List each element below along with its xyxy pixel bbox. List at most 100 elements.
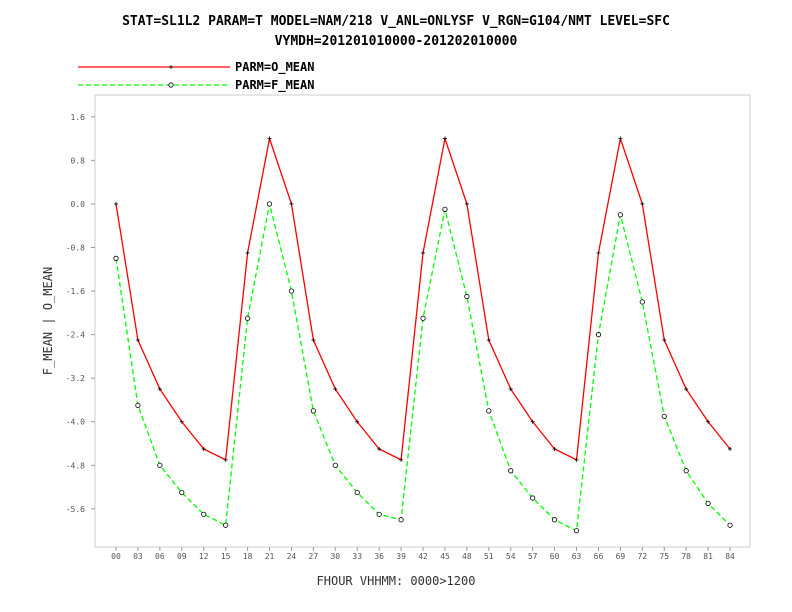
data-point-o-mean [135, 338, 140, 343]
data-point-o-mean [355, 419, 360, 424]
y-tick-label: -4.8 [66, 461, 85, 470]
data-point-o-mean [530, 419, 535, 424]
data-point-o-mean [245, 250, 250, 255]
y-tick-label: 1.6 [71, 113, 86, 122]
y-tick-label: 0.8 [71, 156, 86, 165]
data-point-f-mean [420, 315, 426, 321]
x-tick-label: 51 [484, 552, 494, 561]
data-point-o-mean [464, 201, 469, 206]
data-point-f-mean [288, 288, 295, 294]
chart-title-line-2: VYMDH=201201010000-201202010000 [274, 34, 518, 49]
x-tick-label: 03 [133, 552, 143, 561]
data-point-f-mean [727, 522, 733, 528]
data-point-f-mean [179, 489, 185, 496]
x-tick-label: 45 [440, 552, 450, 561]
data-point-o-mean [684, 387, 689, 392]
x-tick-label: 24 [287, 552, 297, 561]
data-point-f-mean [464, 293, 470, 300]
y-tick-label: -1.6 [66, 287, 85, 296]
data-point-f-mean [705, 500, 711, 507]
plot-frame [94, 94, 751, 548]
x-tick-label: 54 [506, 552, 516, 561]
data-point-o-mean [640, 201, 645, 206]
x-tick-label: 72 [637, 552, 647, 561]
data-point-f-mean [113, 255, 119, 261]
data-point-f-mean [530, 495, 536, 501]
y-tick-label: 0.0 [71, 200, 86, 209]
x-tick-label: 84 [725, 552, 735, 561]
x-tick-label: 81 [703, 552, 713, 561]
y-tick-label: -5.6 [66, 505, 85, 514]
x-axis: 00 03 06 09 12 15 18 21 24 27 30 33 36 39 42 45 48 51 54 57… [111, 547, 735, 561]
legend-label-f-mean: PARM=F_MEAN [235, 78, 315, 92]
y-tick-label: -3.2 [66, 374, 85, 383]
x-tick-label: 00 [111, 552, 121, 561]
data-point-o-mean [486, 338, 491, 343]
data-point-f-mean [310, 408, 316, 414]
data-point-f-mean [661, 413, 667, 419]
data-point-o-mean [179, 419, 184, 424]
x-tick-label: 75 [659, 552, 669, 561]
x-tick-label: 18 [243, 552, 253, 561]
y-tick-label: -0.8 [66, 243, 85, 252]
data-point-f-mean [486, 408, 492, 414]
data-point-f-mean [376, 511, 382, 517]
data-point-o-mean [421, 250, 426, 255]
data-point-o-mean [333, 387, 338, 392]
x-tick-label: 60 [550, 552, 560, 561]
data-point-o-mean [508, 387, 513, 392]
y-axis: 1.6 0.8 0.0 -0.8 -1.6 -2.4 -3.2 -4.0 -4.8 -5.6 [66, 113, 95, 514]
x-tick-label: 30 [330, 552, 340, 561]
x-tick-label: 27 [309, 552, 319, 561]
data-point-o-mean [311, 338, 316, 343]
data-point-o-mean [267, 136, 272, 141]
y-tick-label: -2.4 [66, 331, 85, 340]
x-tick-label: 12 [199, 552, 209, 561]
data-point-o-mean [157, 387, 162, 392]
data-point-f-mean [266, 201, 273, 207]
data-point-f-mean [398, 517, 404, 523]
data-point-f-mean [683, 468, 689, 474]
legend-label-o-mean: PARM=O_MEAN [235, 60, 315, 74]
y-axis-title: F_MEAN | O_MEAN [41, 267, 55, 375]
data-point-o-mean [728, 446, 733, 451]
data-point-o-mean [377, 446, 382, 451]
data-point-f-mean [332, 462, 338, 468]
x-tick-label: 48 [462, 552, 472, 561]
data-point-f-mean [201, 511, 207, 517]
data-point-o-mean [618, 136, 623, 141]
x-tick-label: 36 [374, 552, 384, 561]
data-point-o-mean [442, 136, 447, 141]
data-point-f-mean [573, 528, 580, 534]
data-point-f-mean [223, 522, 229, 528]
data-point-o-mean [552, 446, 557, 451]
data-point-f-mean [157, 462, 163, 468]
x-tick-label: 66 [594, 552, 604, 561]
x-tick-label: 15 [221, 552, 231, 561]
data-point-o-mean [223, 457, 228, 462]
x-tick-label: 57 [528, 552, 538, 561]
data-point-o-mean [399, 457, 404, 462]
data-point-o-mean [201, 446, 206, 451]
data-point-f-mean [135, 402, 141, 409]
x-tick-label: 42 [418, 552, 428, 561]
data-point-f-mean [442, 206, 448, 212]
x-tick-label: 06 [155, 552, 165, 561]
data-point-f-mean [354, 489, 360, 496]
x-tick-label: 69 [616, 552, 626, 561]
data-point-f-mean [508, 468, 514, 474]
y-tick-label: -4.0 [66, 418, 85, 427]
data-point-o-mean [289, 201, 294, 206]
x-tick-label: 39 [396, 552, 406, 561]
series-line-o-mean [115, 136, 731, 461]
chart-title-line-1: STAT=SL1L2 PARAM=T MODEL=NAM/218 V_ANL=O… [122, 14, 670, 29]
x-tick-label: 63 [572, 552, 582, 561]
x-tick-label: 09 [177, 552, 187, 561]
x-tick-label: 33 [352, 552, 362, 561]
x-axis-title: FHOUR VHHMM: 0000>1200 [317, 574, 476, 588]
legend-marker-circle [168, 82, 174, 88]
data-point-f-mean [639, 299, 645, 305]
x-tick-label: 78 [681, 552, 691, 561]
data-point-f-mean [244, 315, 251, 321]
